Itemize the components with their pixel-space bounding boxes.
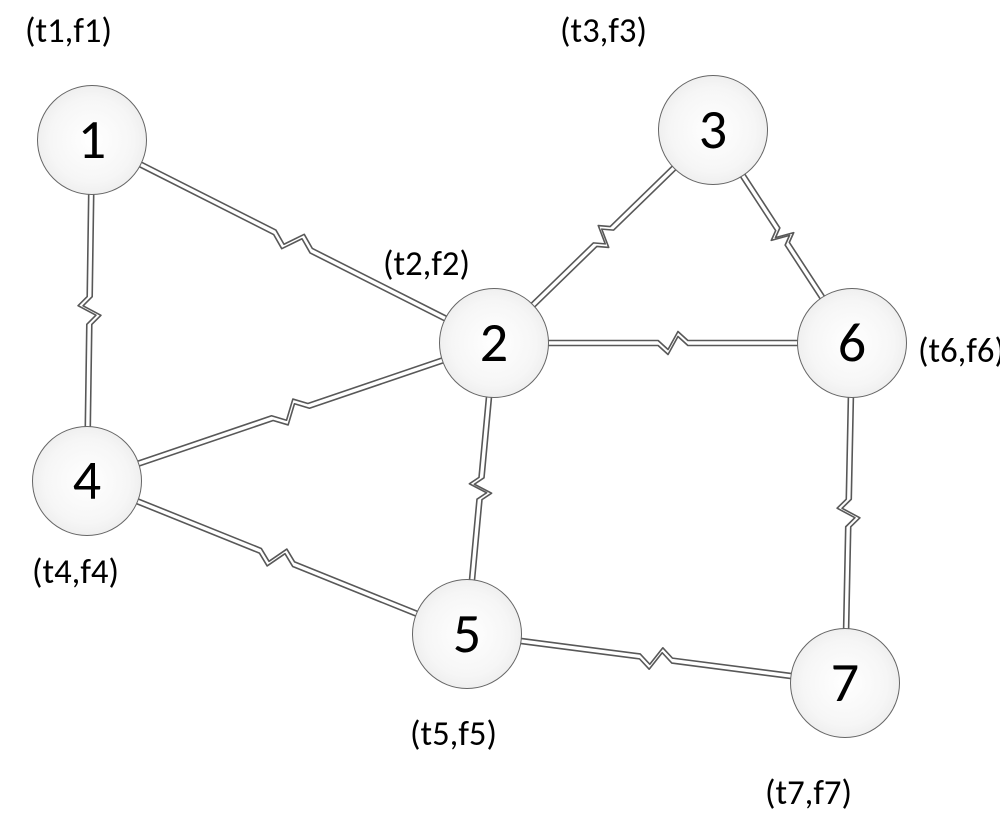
node-annotation-n2: (t2,f2) [383,243,470,285]
node-n5: 5 [412,579,522,689]
edge-n2-n3 [532,167,676,307]
node-label: 7 [831,655,859,711]
edge-n2-n6 [549,332,797,355]
node-annotation-n7: (t7,f7) [765,772,852,814]
node-annotation-n4: (t4,f4) [32,551,119,593]
node-n4: 4 [32,426,142,536]
node-annotation-n5: (t5,f5) [410,713,497,755]
node-n6: 6 [797,288,907,398]
node-label: 2 [480,315,508,371]
node-annotation-n1: (t1,f1) [25,10,112,52]
node-annotation-n6: (t6,f6) [918,330,1000,372]
edge-n5-n7 [521,639,791,679]
edge-n1-n4 [78,195,101,426]
node-n2: 2 [439,288,549,398]
node-annotation-n3: (t3,f3) [560,10,647,52]
node-n7: 7 [790,628,900,738]
edge-n2-n5 [469,398,491,580]
node-label: 5 [453,606,481,662]
edge-n3-n6 [741,175,824,299]
node-n3: 3 [658,75,768,185]
edge-n1-n2 [140,163,446,321]
node-label: 3 [699,102,727,158]
network-diagram: 1 (t1,f1) 2(t2,f2) 3 (t3,f3) 4 (t4,f4) 5 (t5,f5)… [0,0,1000,822]
node-label: 1 [78,112,106,168]
edge-n4-n5 [137,499,417,616]
node-label: 4 [73,453,101,509]
node-n1: 1 [37,85,147,195]
node-label: 6 [838,315,866,371]
edge-n4-n2 [138,358,442,465]
edge-n6-n7 [837,398,860,628]
